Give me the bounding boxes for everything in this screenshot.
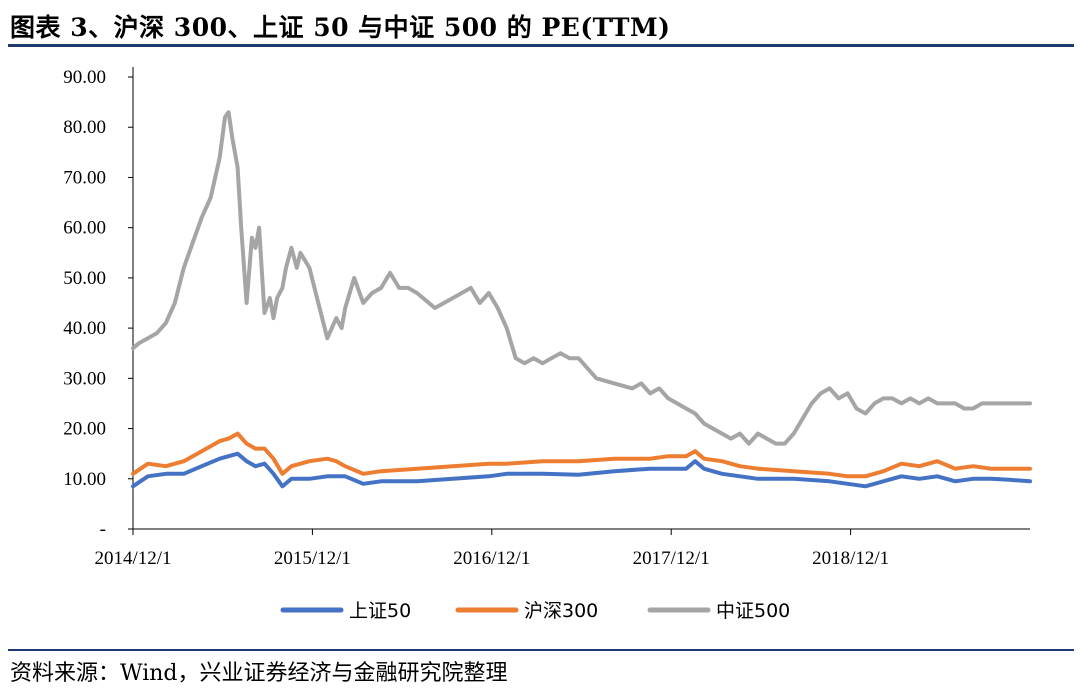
y-tick-label: 40.00 <box>63 318 106 339</box>
y-tick-label: 10.00 <box>63 469 106 490</box>
series-line-3 <box>131 110 1032 446</box>
x-tick-label: 2016/12/1 <box>453 548 530 569</box>
legend-label-3: 中证500 <box>716 600 790 622</box>
y-tick-label: 20.00 <box>63 419 106 440</box>
y-tick-label: 50.00 <box>63 268 106 289</box>
y-tick-label: 90.00 <box>63 67 106 88</box>
footer-divider <box>8 649 1074 651</box>
y-tick-label: 80.00 <box>63 117 106 138</box>
y-tick-label: - <box>100 519 106 540</box>
y-tick-label: 60.00 <box>63 218 106 239</box>
y-tick-label: 70.00 <box>63 167 106 188</box>
title-divider <box>8 44 1074 47</box>
x-tick-label: 2015/12/1 <box>274 548 351 569</box>
series-line-2 <box>131 431 1032 479</box>
chart-title: 图表 3、沪深 300、上证 50 与中证 500 的 PE(TTM) <box>10 13 671 42</box>
y-tick-label: 30.00 <box>63 368 106 389</box>
source-note: 资料来源：Wind，兴业证券经济与金融研究院整理 <box>10 661 508 686</box>
x-tick-label: 2017/12/1 <box>633 548 710 569</box>
chart-series <box>131 110 1032 489</box>
legend-label-1: 上证50 <box>349 600 411 622</box>
chart-legend: 上证50 沪深300 中证500 <box>280 600 790 622</box>
pe-line-chart: - 10.00 20.00 30.00 40.00 50.00 60.00 70.00 80.0… <box>63 67 1032 622</box>
x-tick-label: 2014/12/1 <box>94 548 171 569</box>
legend-label-2: 沪深300 <box>524 600 598 622</box>
x-tick-label: 2018/12/1 <box>812 548 889 569</box>
series-line-1 <box>131 451 1032 489</box>
chart-axes: - 10.00 20.00 30.00 40.00 50.00 60.00 70.00 80.0… <box>63 67 1030 569</box>
